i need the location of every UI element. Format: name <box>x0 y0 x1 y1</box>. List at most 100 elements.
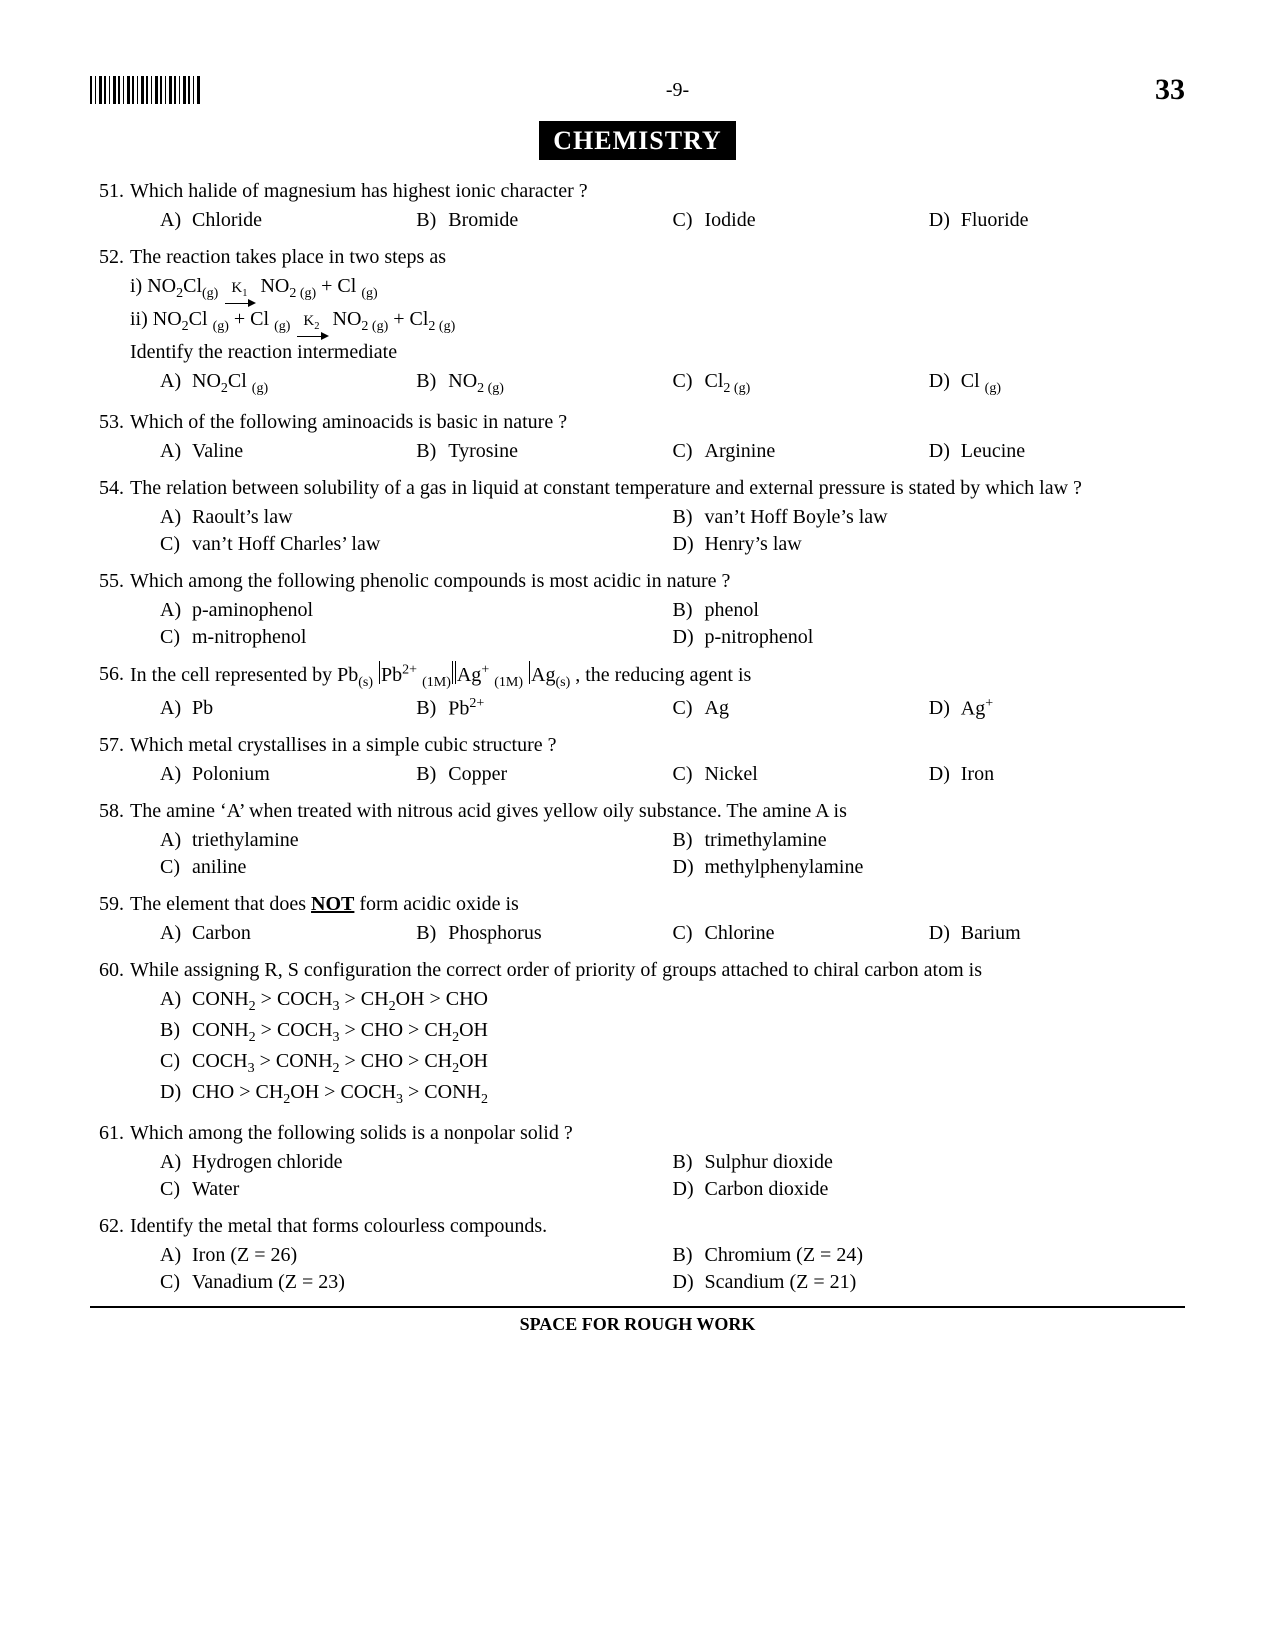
option-text: Tyrosine <box>448 438 518 465</box>
option-text: Cl (g) <box>961 368 1001 399</box>
option: A)Pb <box>160 695 416 723</box>
option-text: Polonium <box>192 761 270 788</box>
page-number-top: -9- <box>200 77 1155 104</box>
question-number: 56. <box>90 661 130 723</box>
question: 56.In the cell represented by Pb(s) Pb2+… <box>90 661 1185 723</box>
option: A)CONH2 > COCH3 > CH2OH > CHO <box>160 986 1185 1017</box>
option: B)Chromium (Z = 24) <box>673 1242 1186 1269</box>
option: C)Chlorine <box>673 920 929 947</box>
question-body: In the cell represented by Pb(s) Pb2+ (1… <box>130 661 1185 723</box>
option: A)Raoult’s law <box>160 504 673 531</box>
option-label: A) <box>160 986 186 1017</box>
option-text: Henry’s law <box>705 531 802 558</box>
option-text: p-nitrophenol <box>705 624 814 651</box>
option-text: Copper <box>448 761 507 788</box>
option-text: Carbon dioxide <box>705 1176 829 1203</box>
option: B)Bromide <box>416 207 672 234</box>
question-text: The relation between solubility of a gas… <box>130 475 1185 502</box>
option-label: A) <box>160 368 186 399</box>
options-row: A)PoloniumB)CopperC)NickelD)Iron <box>130 761 1185 788</box>
option-text: Chromium (Z = 24) <box>705 1242 864 1269</box>
option-text: Chloride <box>192 207 262 234</box>
question-number: 52. <box>90 244 130 399</box>
option-text: Iron <box>961 761 994 788</box>
option: B)van’t Hoff Boyle’s law <box>673 504 1186 531</box>
option: B)trimethylamine <box>673 827 1186 854</box>
option-text: Scandium (Z = 21) <box>705 1269 857 1296</box>
question-number: 51. <box>90 178 130 234</box>
question-text: Which halide of magnesium has highest io… <box>130 178 1185 205</box>
option-label: A) <box>160 761 186 788</box>
question: 58.The amine ‘A’ when treated with nitro… <box>90 798 1185 881</box>
option-label: C) <box>160 854 186 881</box>
question-number: 58. <box>90 798 130 881</box>
question-body: Which among the following phenolic compo… <box>130 568 1185 651</box>
option: C)Arginine <box>673 438 929 465</box>
option-text: Valine <box>192 438 243 465</box>
question-body: Which metal crystallises in a simple cub… <box>130 732 1185 788</box>
option: D)Cl (g) <box>929 368 1185 399</box>
option-text: Chlorine <box>705 920 775 947</box>
question: 52.The reaction takes place in two steps… <box>90 244 1185 399</box>
question-number: 60. <box>90 957 130 1110</box>
option-text: NO2 (g) <box>448 368 504 399</box>
option-text: phenol <box>705 597 759 624</box>
option-label: B) <box>673 597 699 624</box>
option: B)Sulphur dioxide <box>673 1149 1186 1176</box>
question-text: The amine ‘A’ when treated with nitrous … <box>130 798 1185 825</box>
question: 59.The element that does NOT form acidic… <box>90 891 1185 947</box>
option-label: D) <box>673 531 699 558</box>
option-text: CONH2 > COCH3 > CHO > CH2OH <box>192 1017 488 1048</box>
question-body: The amine ‘A’ when treated with nitrous … <box>130 798 1185 881</box>
question-text: While assigning R, S configuration the c… <box>130 957 1185 984</box>
option-label: D) <box>929 695 955 723</box>
option: B)NO2 (g) <box>416 368 672 399</box>
option-label: B) <box>416 761 442 788</box>
page-header: -9- 33 <box>90 70 1185 111</box>
question-body: Which halide of magnesium has highest io… <box>130 178 1185 234</box>
question-extra-line: Identify the reaction intermediate <box>130 339 1185 366</box>
options-row: A)CONH2 > COCH3 > CH2OH > CHOB)CONH2 > C… <box>130 986 1185 1110</box>
option: A)p-aminophenol <box>160 597 673 624</box>
question: 55.Which among the following phenolic co… <box>90 568 1185 651</box>
option-text: Vanadium (Z = 23) <box>192 1269 345 1296</box>
option: A)NO2Cl (g) <box>160 368 416 399</box>
option: C)COCH3 > CONH2 > CHO > CH2OH <box>160 1048 1185 1079</box>
option-label: D) <box>929 761 955 788</box>
options-row: A)Iron (Z = 26)B)Chromium (Z = 24)C)Vana… <box>130 1242 1185 1296</box>
option-label: B) <box>673 1242 699 1269</box>
option: C)Ag <box>673 695 929 723</box>
option: C)Iodide <box>673 207 929 234</box>
option-text: methylphenylamine <box>705 854 864 881</box>
question: 54.The relation between solubility of a … <box>90 475 1185 558</box>
option-label: B) <box>416 368 442 399</box>
option-label: C) <box>160 624 186 651</box>
question: 51.Which halide of magnesium has highest… <box>90 178 1185 234</box>
option-label: C) <box>673 761 699 788</box>
question: 60.While assigning R, S configuration th… <box>90 957 1185 1110</box>
option-text: Raoult’s law <box>192 504 293 531</box>
options-row: A)ChlorideB)BromideC)IodideD)Fluoride <box>130 207 1185 234</box>
option-text: Barium <box>961 920 1021 947</box>
option: D)CHO > CH2OH > COCH3 > CONH2 <box>160 1079 1185 1110</box>
option-text: COCH3 > CONH2 > CHO > CH2OH <box>192 1048 488 1079</box>
option-label: D) <box>929 207 955 234</box>
option-label: A) <box>160 695 186 723</box>
option-label: C) <box>673 695 699 723</box>
option-text: aniline <box>192 854 246 881</box>
option: A)Carbon <box>160 920 416 947</box>
option-label: D) <box>929 920 955 947</box>
option: A)Valine <box>160 438 416 465</box>
option-text: CONH2 > COCH3 > CH2OH > CHO <box>192 986 488 1017</box>
option: B)Copper <box>416 761 672 788</box>
option-label: A) <box>160 207 186 234</box>
options-row: A)PbB)Pb2+C)AgD)Ag+ <box>130 695 1185 723</box>
option-label: C) <box>673 438 699 465</box>
option-label: D) <box>160 1079 186 1110</box>
question-text: In the cell represented by Pb(s) Pb2+ (1… <box>130 661 1185 693</box>
option-text: Ag <box>705 695 729 723</box>
option-text: trimethylamine <box>705 827 827 854</box>
option-label: C) <box>673 207 699 234</box>
option-text: van’t Hoff Boyle’s law <box>705 504 888 531</box>
option-label: B) <box>416 920 442 947</box>
